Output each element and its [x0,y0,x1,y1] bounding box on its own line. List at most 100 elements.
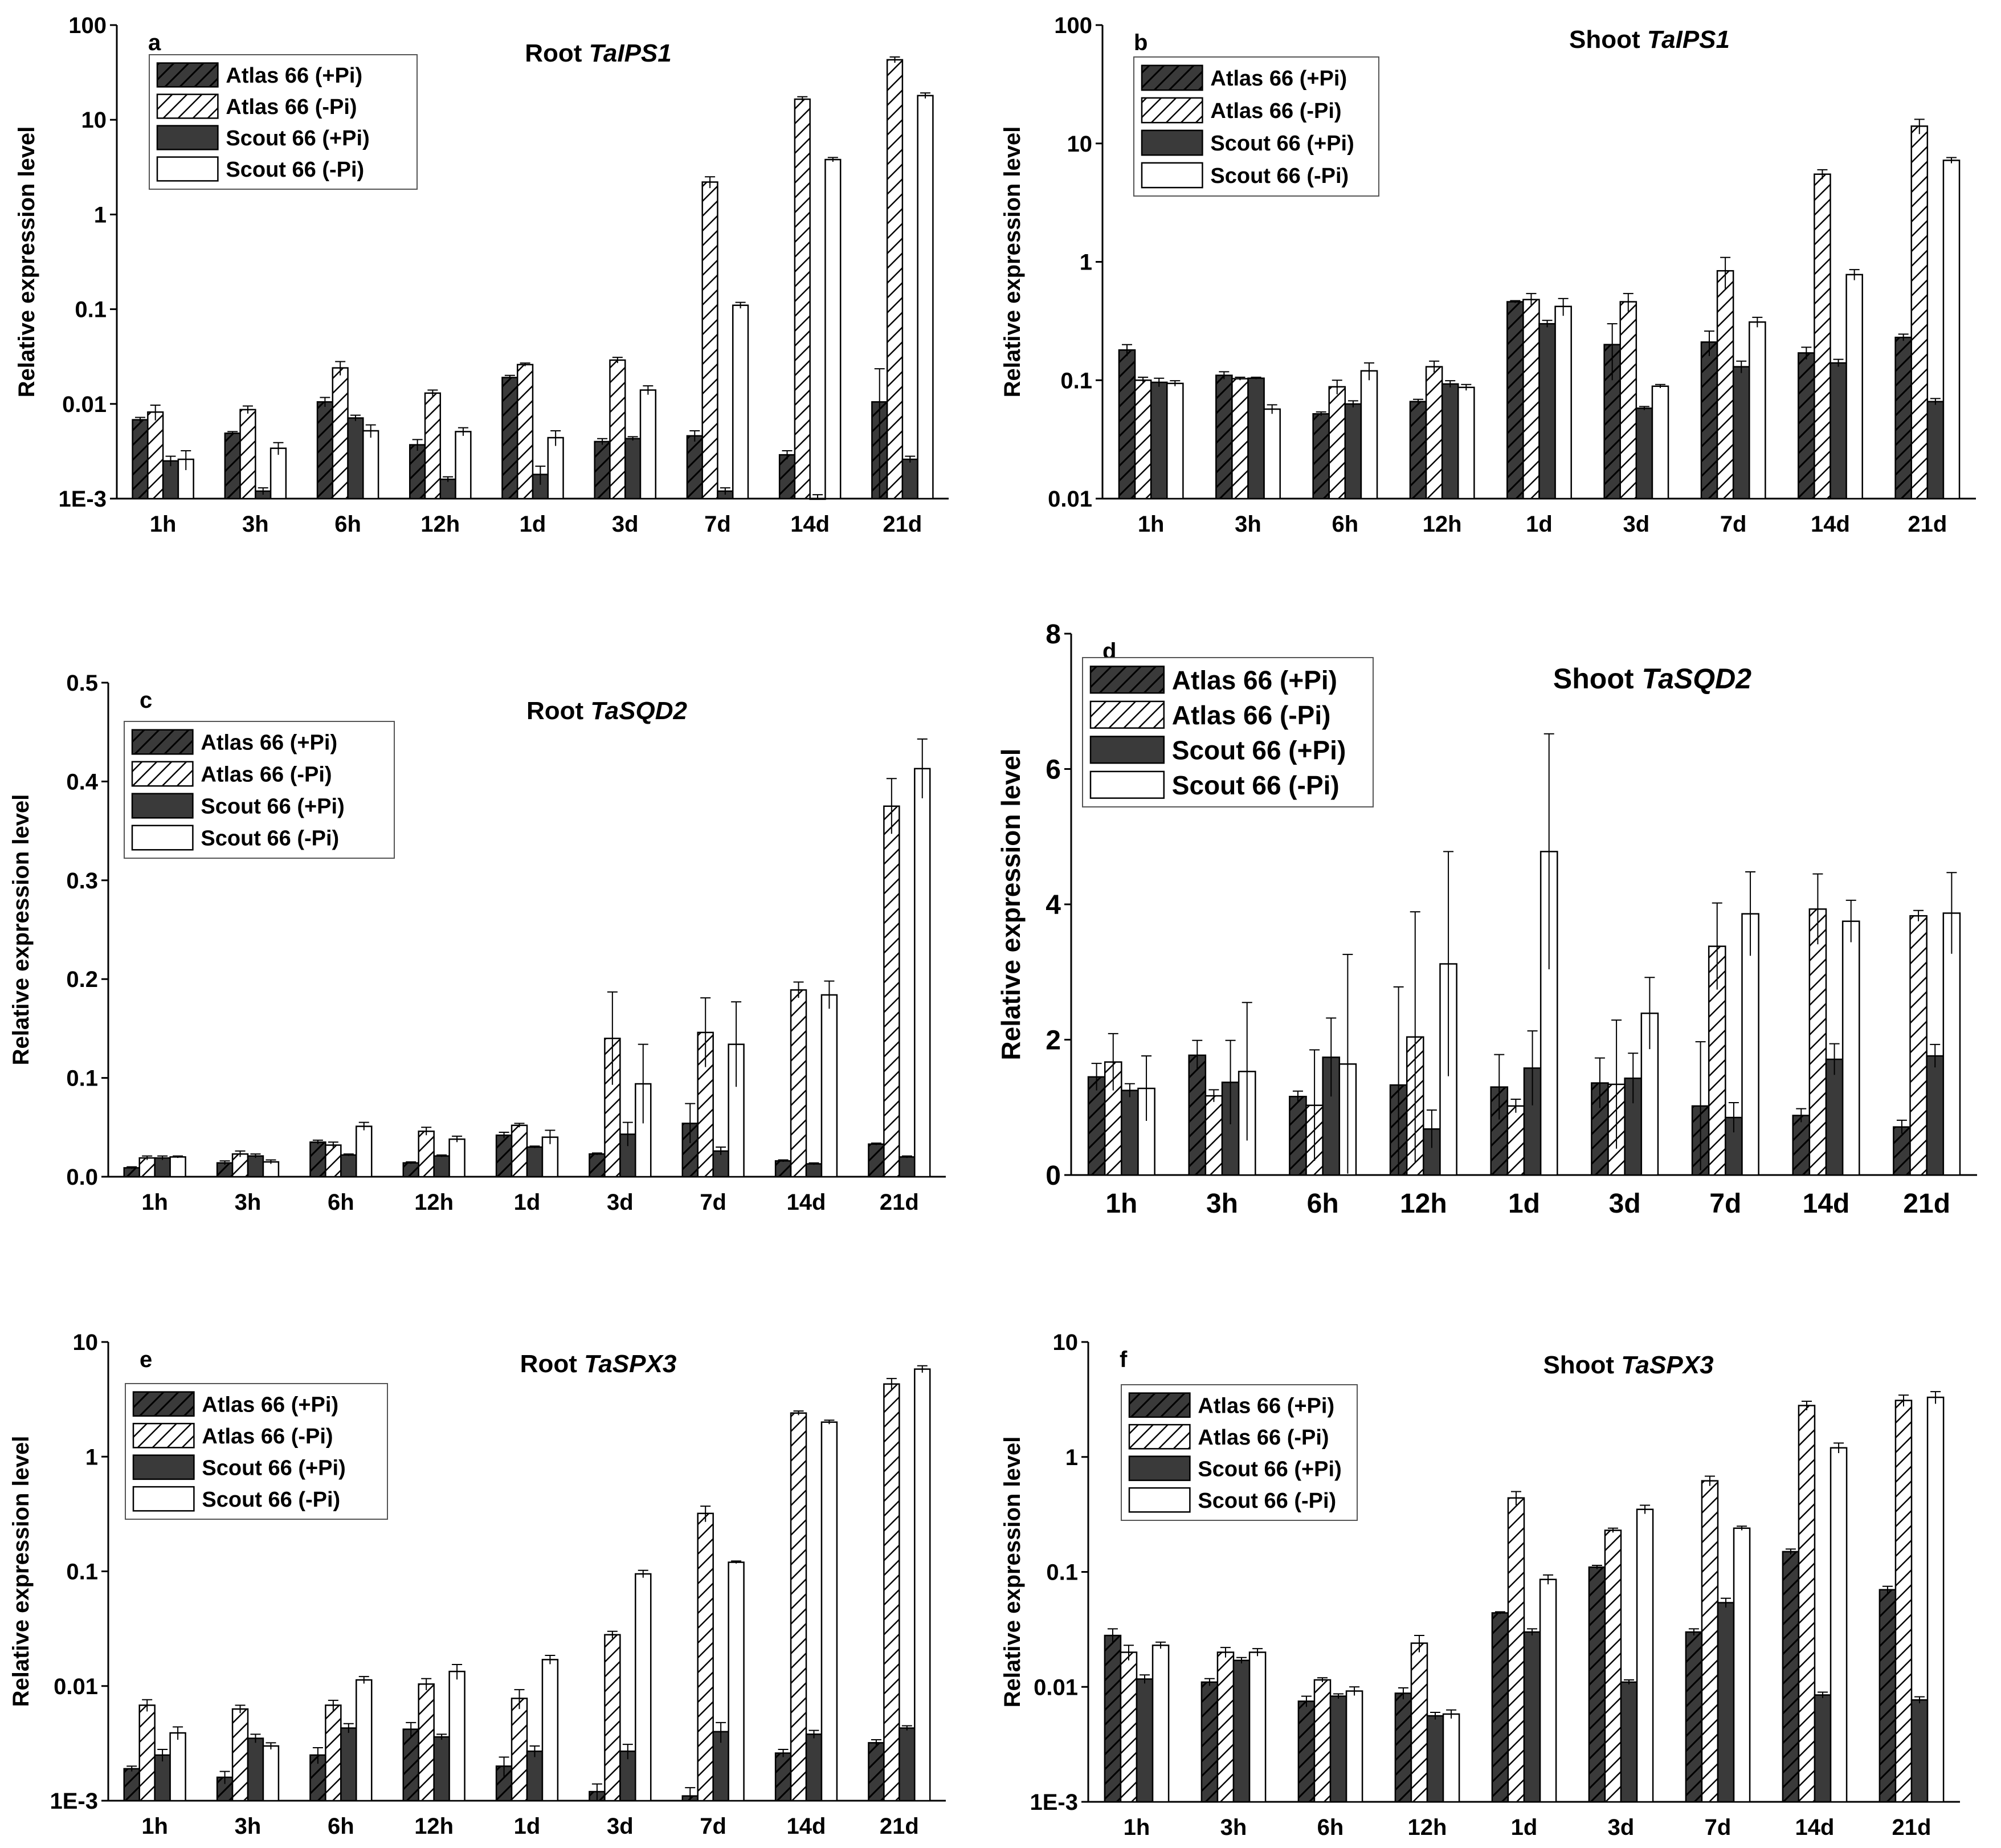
legend-swatch [156,62,219,88]
bar [439,478,456,500]
legend-label: Scout 66 (-Pi) [226,158,364,182]
bar [1651,385,1669,500]
x-tick-label: 3d [1609,1189,1641,1219]
bar [424,392,442,500]
bar [1523,1631,1541,1803]
bar [418,1130,435,1178]
bar [1263,408,1281,500]
bar [1798,1405,1816,1803]
chart-title: Shoot TaIPS1 [1569,26,1730,54]
panel-letter: e [140,1347,152,1372]
legend-label: Scout 66 (+Pi) [1210,132,1354,156]
y-axis-label: Relative expression level [9,794,34,1066]
x-tick-label: 3d [612,512,639,537]
chart-panel-e: 1E-3 0.01 0.1 1 10 Relative expression level e… [9,1330,946,1839]
legend: Atlas 66 (+Pi) Atlas 66 (-Pi) Scout 66 (+P… [125,1383,388,1520]
y-tick-label: 10 [73,1330,99,1355]
bar [1313,1679,1332,1803]
legend: Atlas 66 (+Pi) Atlas 66 (-Pi) Scout 66 (+P… [1133,56,1379,197]
x-tick-label: 1h [150,512,177,537]
x-tick-label: 14d [787,1190,826,1215]
chart-title: Shoot TaSPX3 [1543,1351,1713,1379]
bar [177,458,194,500]
bar [883,1383,900,1802]
bar [1841,920,1860,1176]
x-tick-label: 12h [420,512,460,537]
bar [868,1742,885,1802]
bar [639,389,657,500]
bar [697,1512,714,1802]
bar [820,994,838,1178]
x-tick-label: 7d [1709,1189,1741,1219]
bar [1830,362,1847,500]
bar [138,1704,156,1802]
bar [231,1708,249,1802]
y-tick-label: 0.5 [66,671,98,696]
panel-letter: a [148,30,161,55]
legend-swatch [156,93,219,119]
legend: Atlas 66 (+Pi) Atlas 66 (-Pi) Scout 66 (+P… [124,721,395,859]
chart-title-prefix: Shoot [1543,1351,1621,1379]
x-tick-label: 3d [607,1814,634,1839]
x-tick-label: 14d [790,512,830,537]
bar [402,1162,419,1178]
legend-label: Atlas 66 (-Pi) [1210,99,1341,123]
bar [1289,1096,1307,1176]
panel-letter: b [1134,30,1147,55]
bar [1894,1400,1913,1803]
bar [402,1728,419,1802]
bar [820,1421,838,1802]
chart-panel-f: 1E-3 0.01 0.1 1 10 Relative expression level f… [1000,1330,1960,1840]
x-tick-label: 12h [1423,512,1462,537]
bar [1491,1612,1509,1803]
bar [1120,1651,1138,1803]
bar [1926,1055,1945,1176]
bar [1894,336,1912,500]
chart-title: Root TaSQD2 [526,697,687,725]
bar [516,364,534,500]
bar [1926,1396,1945,1803]
legend-label: Scout 66 (-Pi) [1172,770,1340,800]
legend-label: Scout 66 (-Pi) [1210,164,1349,188]
legend-swatch [131,729,194,755]
bar [805,1733,823,1802]
x-tick-label: 3h [242,512,269,537]
x-tick-label: 7d [704,512,731,537]
bar [356,1125,373,1178]
bar [886,59,904,500]
bar [914,768,931,1178]
y-axis-label: Relative expression level [1000,1437,1025,1708]
x-tick-label: 1h [141,1190,168,1215]
y-tick-label: 10 [81,108,107,133]
legend-swatch [1089,700,1165,729]
x-tick-label: 3d [1623,512,1649,537]
y-tick-label: 0.1 [1046,1560,1078,1585]
bar [1188,1054,1207,1176]
bar [224,433,241,500]
bar [1814,1694,1832,1803]
bar [1636,1508,1654,1803]
bar [409,444,426,500]
bar [1700,341,1718,500]
bar [1539,1578,1557,1803]
chart-panel-c: 0.0 0.1 0.2 0.3 0.4 0.5 Relative expression le… [9,671,946,1215]
bar [1808,908,1827,1176]
bar [1200,1681,1219,1803]
y-tick-label: 0 [1046,1161,1061,1191]
x-tick-label: 1d [1511,1815,1538,1840]
bar [269,447,287,500]
bar [541,1659,559,1802]
bar [1635,407,1653,500]
x-tick-label: 1d [520,512,546,537]
chart-title-gene: TaSPX3 [1621,1351,1713,1379]
bar [1507,1497,1525,1803]
legend-swatch [1141,64,1203,91]
legend-label: Scout 66 (+Pi) [201,795,344,819]
bar [1685,1631,1703,1803]
bar [1329,1695,1347,1803]
bar [340,1727,357,1802]
bar [1716,270,1734,500]
x-tick-label: 14d [1811,512,1850,537]
bar [1312,413,1330,500]
